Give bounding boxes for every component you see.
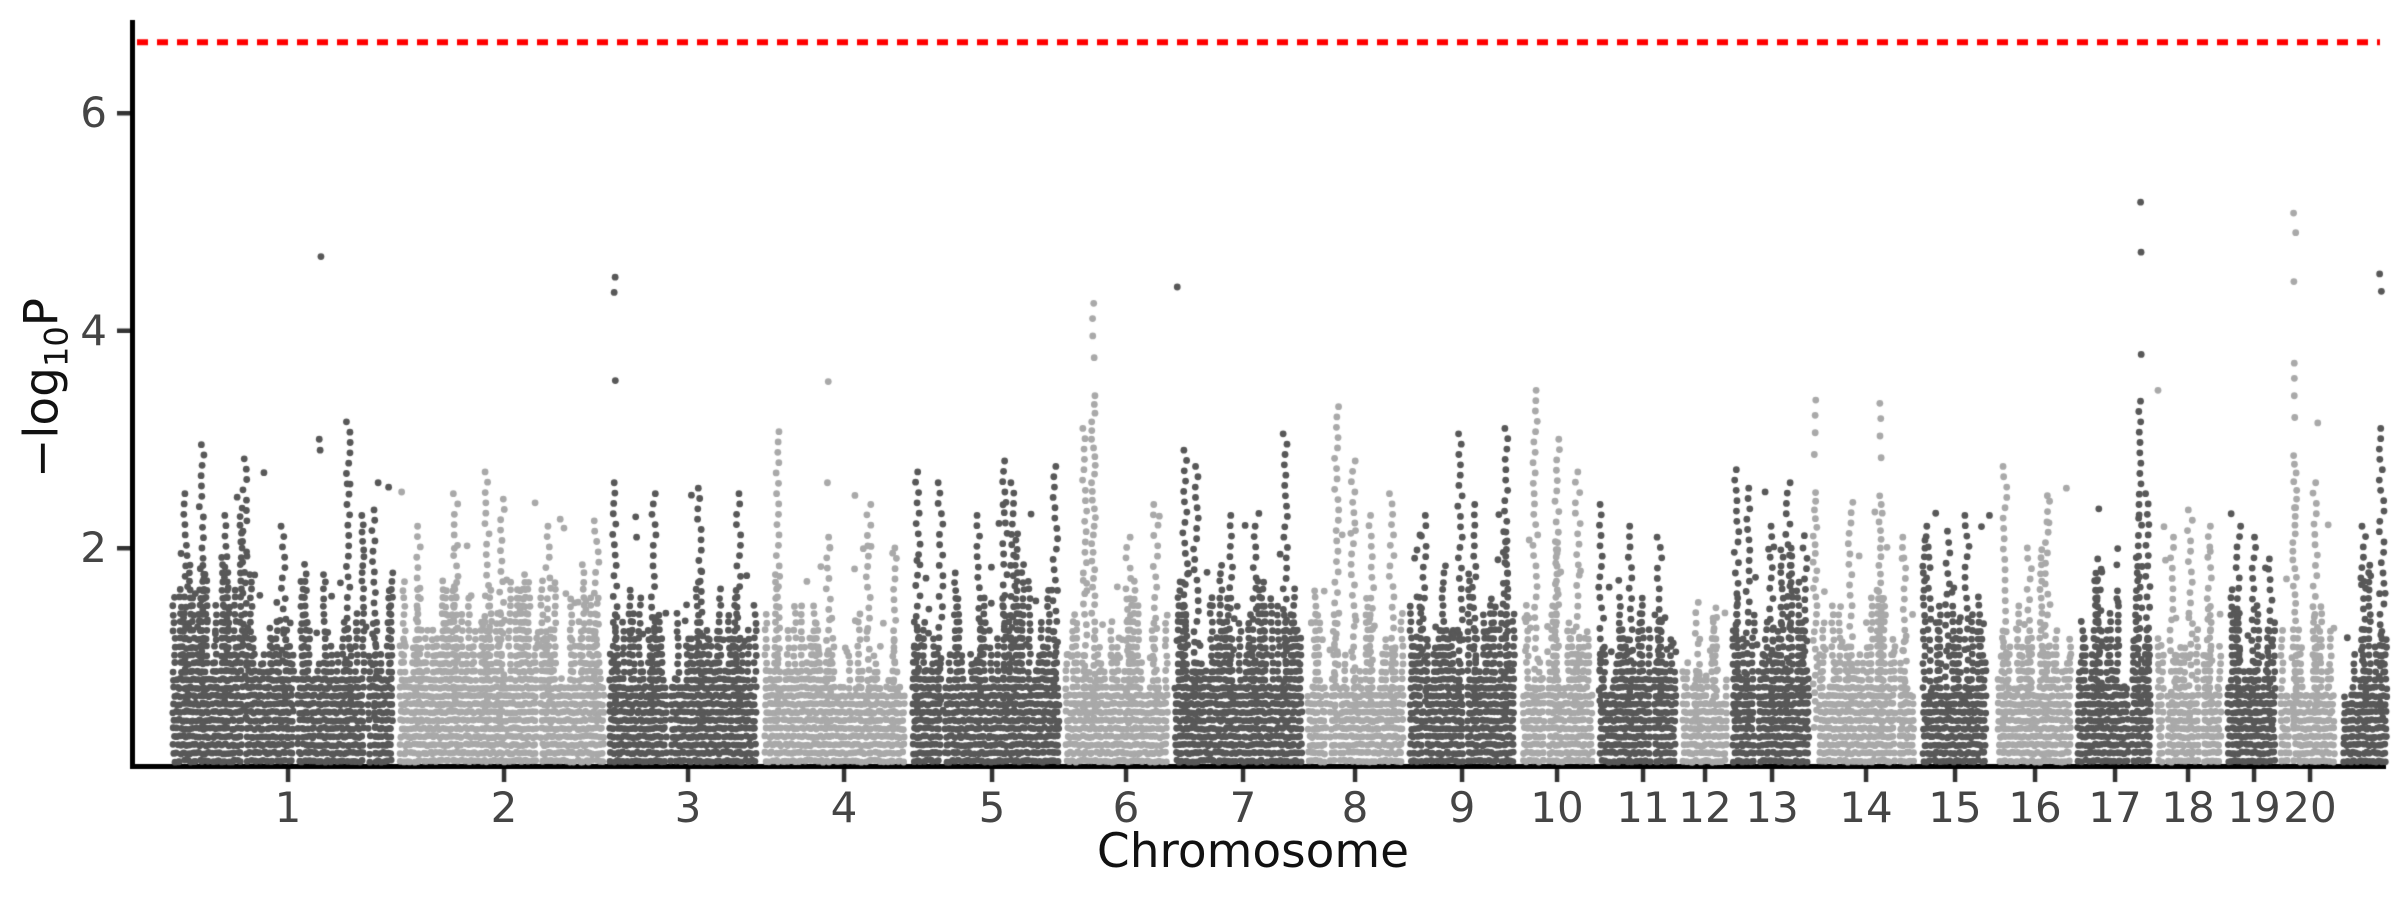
- x-tick-label-5: 5: [978, 782, 1006, 832]
- x-tick-label-20: 20: [2283, 782, 2337, 832]
- x-tick-label-15: 15: [1928, 782, 1982, 832]
- x-tick-label-9: 9: [1448, 782, 1476, 832]
- x-tick-label-8: 8: [1341, 782, 1369, 832]
- x-tick-label-16: 16: [2008, 782, 2062, 832]
- y-tick-label-2: 2: [80, 523, 107, 572]
- y-tick-label-4: 4: [80, 305, 107, 355]
- x-tick-label-7: 7: [1229, 782, 1257, 832]
- x-tick-label-2: 2: [490, 782, 518, 832]
- x-axis-title: Chromosome: [1096, 824, 1410, 879]
- x-tick-label-17: 17: [2088, 782, 2142, 832]
- x-tick-label-11: 11: [1616, 782, 1670, 832]
- x-tick-label-3: 3: [674, 782, 702, 832]
- x-tick-label-19: 19: [2227, 782, 2281, 832]
- x-tick-label-4: 4: [830, 782, 858, 832]
- x-tick-label-12: 12: [1678, 782, 1732, 832]
- y-tick-label-6: 6: [80, 88, 107, 137]
- x-tick-label-13: 13: [1745, 782, 1799, 832]
- x-tick-label-10: 10: [1530, 782, 1584, 832]
- x-tick-label-6: 6: [1112, 782, 1140, 832]
- x-tick-label-1: 1: [274, 782, 302, 832]
- x-tick-label-14: 14: [1839, 782, 1893, 832]
- y-axis-title-pre: −log: [14, 366, 70, 479]
- x-tick-label-18: 18: [2161, 782, 2215, 832]
